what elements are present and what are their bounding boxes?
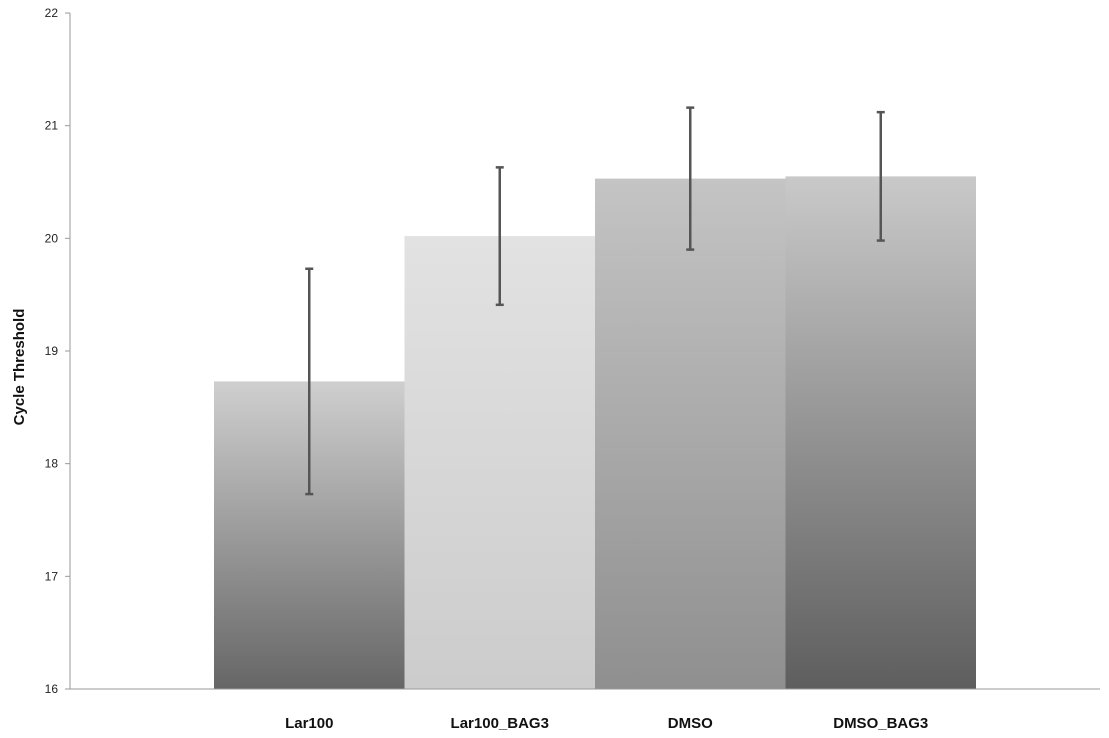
error-bar-lar100-bag3 xyxy=(495,166,504,307)
error-bars-layer xyxy=(305,106,885,496)
x-category-label: Lar100 xyxy=(285,715,333,732)
x-labels-layer: Lar100 Lar100_BAG3 DMSO DMSO_BAG3 xyxy=(285,715,928,732)
y-tick-label: 19 xyxy=(45,344,59,358)
bar-lar100-bag3 xyxy=(404,236,595,689)
x-category-label: Lar100_BAG3 xyxy=(451,715,549,732)
error-bar-dmso-bag3 xyxy=(876,110,885,242)
y-tick-label: 21 xyxy=(45,119,59,133)
y-axis-title: Cycle Threshold xyxy=(11,309,28,426)
y-tick-label: 16 xyxy=(45,682,59,696)
y-tick-label: 18 xyxy=(45,457,59,471)
bar-dmso xyxy=(595,178,786,689)
x-category-label: DMSO xyxy=(668,715,713,732)
y-tick-label: 22 xyxy=(45,6,59,20)
y-ticks-layer: 16 17 18 19 20 21 22 xyxy=(45,6,70,696)
error-bar-lar100 xyxy=(305,267,314,496)
y-tick-label: 17 xyxy=(45,569,59,583)
error-bar-dmso xyxy=(686,106,695,251)
x-category-label: DMSO_BAG3 xyxy=(833,715,928,732)
bar-dmso-bag3 xyxy=(785,176,976,689)
bars-layer xyxy=(214,176,976,689)
y-tick-label: 20 xyxy=(45,231,59,245)
